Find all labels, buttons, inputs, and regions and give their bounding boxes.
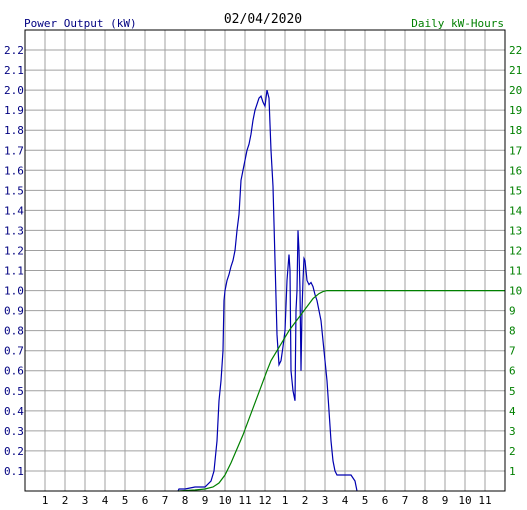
left-tick-label: 0.8 — [4, 325, 24, 338]
left-tick-label: 0.2 — [4, 445, 24, 458]
right-tick-label: 13 — [509, 224, 522, 237]
x-tick-label: 4 — [342, 494, 349, 507]
x-tick-label: 3 — [82, 494, 89, 507]
right-tick-label: 1 — [509, 465, 516, 478]
left-axis-ticks: 0.1 0.2 0.3 0.4 0.5 0.6 0.7 0.8 0.9 1.0 1.1 1.2 1.3 1… — [4, 44, 24, 478]
plot-frame — [24, 29, 506, 492]
right-tick-label: 9 — [509, 305, 516, 318]
left-tick-label: 1.7 — [4, 144, 24, 157]
left-tick-label: 1.4 — [4, 204, 24, 217]
right-tick-label: 14 — [509, 204, 523, 217]
left-tick-label: 0.3 — [4, 425, 24, 438]
x-tick-label: 8 — [182, 494, 189, 507]
left-tick-label: 1.3 — [4, 224, 24, 237]
left-tick-label: 1.0 — [4, 285, 24, 298]
right-tick-label: 18 — [509, 124, 522, 137]
x-tick-label: 9 — [442, 494, 449, 507]
x-tick-label: 1 — [42, 494, 49, 507]
left-tick-label: 1.8 — [4, 124, 24, 137]
left-tick-label: 0.4 — [4, 405, 24, 418]
daily-kwh-line — [177, 290, 505, 492]
chart-series — [177, 89, 505, 492]
right-tick-label: 4 — [509, 405, 516, 418]
x-tick-label: 7 — [402, 494, 409, 507]
x-tick-label: 12 — [258, 494, 271, 507]
x-tick-label: 2 — [302, 494, 309, 507]
right-tick-label: 11 — [509, 265, 522, 278]
x-tick-label: 8 — [422, 494, 429, 507]
left-tick-label: 1.2 — [4, 244, 24, 257]
left-tick-label: 2.2 — [4, 44, 24, 57]
left-tick-label: 1.5 — [4, 184, 24, 197]
x-tick-label: 1 — [282, 494, 289, 507]
right-tick-label: 17 — [509, 144, 522, 157]
left-tick-label: 1.9 — [4, 104, 24, 117]
left-tick-label: 1.6 — [4, 164, 24, 177]
left-axis-label: Power Output (kW) — [24, 17, 137, 30]
x-tick-label: 5 — [122, 494, 129, 507]
left-tick-label: 2.0 — [4, 84, 24, 97]
left-tick-label: 0.6 — [4, 365, 24, 378]
left-tick-label: 1.1 — [4, 265, 24, 278]
x-tick-label: 5 — [362, 494, 369, 507]
power-output-line — [177, 89, 358, 492]
left-tick-label: 0.1 — [4, 465, 24, 478]
left-tick-label: 0.7 — [4, 345, 24, 358]
x-tick-label: 11 — [238, 494, 251, 507]
x-tick-label: 11 — [478, 494, 491, 507]
left-tick-label: 0.9 — [4, 305, 24, 318]
right-tick-label: 16 — [509, 164, 522, 177]
right-tick-label: 19 — [509, 104, 522, 117]
right-tick-label: 15 — [509, 184, 522, 197]
right-tick-label: 20 — [509, 84, 522, 97]
x-tick-label: 2 — [62, 494, 69, 507]
x-axis-ticks: 1 2 3 4 5 6 7 8 9 10 11 12 1 2 3 4 5 6 7 8 9 10 11 — [42, 494, 492, 507]
right-axis-label: Daily kW-Hours — [411, 17, 504, 30]
left-tick-label: 2.1 — [4, 64, 24, 77]
right-tick-label: 22 — [509, 44, 522, 57]
x-tick-label: 10 — [458, 494, 471, 507]
right-tick-label: 8 — [509, 325, 516, 338]
right-tick-label: 3 — [509, 425, 516, 438]
right-tick-label: 21 — [509, 64, 522, 77]
x-tick-label: 6 — [142, 494, 149, 507]
x-tick-label: 10 — [218, 494, 231, 507]
right-tick-label: 6 — [509, 365, 516, 378]
x-tick-label: 3 — [322, 494, 329, 507]
right-tick-label: 7 — [509, 345, 516, 358]
right-tick-label: 10 — [509, 285, 522, 298]
x-tick-label: 9 — [202, 494, 209, 507]
left-tick-label: 0.5 — [4, 385, 24, 398]
x-tick-label: 4 — [102, 494, 109, 507]
x-tick-label: 7 — [162, 494, 169, 507]
x-tick-label: 6 — [382, 494, 389, 507]
right-tick-label: 2 — [509, 445, 516, 458]
chart-title: 02/04/2020 — [224, 12, 302, 27]
right-tick-label: 5 — [509, 385, 516, 398]
right-tick-label: 12 — [509, 244, 522, 257]
